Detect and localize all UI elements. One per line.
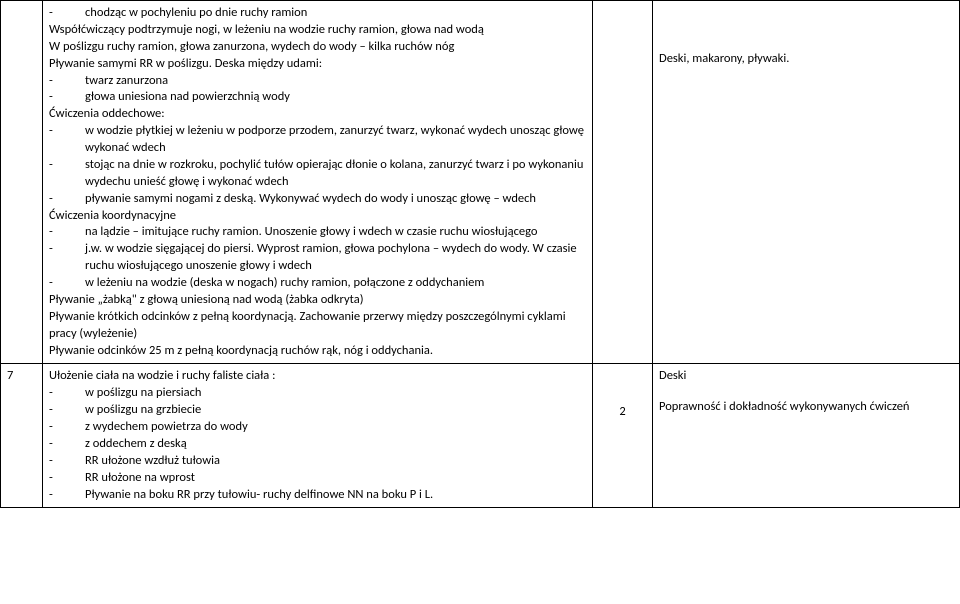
- cell-materials: Deski, makarony, pływaki.: [653, 1, 960, 364]
- list-item: w poślizgu na grzbiecie: [49, 402, 586, 419]
- list-item: w poślizgu na piersiach: [49, 385, 586, 402]
- cell-hours: 2: [593, 364, 653, 508]
- list-item: w wodzie płytkiej w leżeniu w podporze p…: [49, 123, 586, 157]
- list-item: RR ułożone na wprost: [49, 470, 586, 487]
- list-item: z wydechem powietrza do wody: [49, 419, 586, 436]
- document-page: chodząc w pochyleniu po dnie ruchy ramio…: [0, 0, 960, 604]
- paragraph: W poślizgu ruchy ramion, głowa zanurzona…: [49, 39, 586, 56]
- cell-materials: Deski Poprawność i dokładność wykonywany…: [653, 364, 960, 508]
- list-item: z oddechem z deską: [49, 436, 586, 453]
- table-row: chodząc w pochyleniu po dnie ruchy ramio…: [1, 1, 960, 364]
- list-item: chodząc w pochyleniu po dnie ruchy ramio…: [49, 5, 586, 22]
- cell-description: chodząc w pochyleniu po dnie ruchy ramio…: [43, 1, 593, 364]
- paragraph: Pływanie krótkich odcinków z pełną koord…: [49, 309, 586, 343]
- list-item: j.w. w wodzie sięgającej do piersi. Wypr…: [49, 241, 586, 275]
- list-item: RR ułożone wzdłuż tułowia: [49, 453, 586, 470]
- list-item: głowa uniesiona nad powierzchnią wody: [49, 89, 586, 106]
- list-item: pływanie samymi nogami z deską. Wykonywa…: [49, 191, 586, 208]
- paragraph: Ułożenie ciała na wodzie i ruchy faliste…: [49, 368, 586, 385]
- cell-number: 7: [1, 364, 43, 508]
- cell-description: Ułożenie ciała na wodzie i ruchy faliste…: [43, 364, 593, 508]
- paragraph: Pływanie „żabką" z głową uniesioną nad w…: [49, 292, 586, 309]
- list-item: twarz zanurzona: [49, 73, 586, 90]
- list-item: w leżeniu na wodzie (deska w nogach) ruc…: [49, 275, 586, 292]
- materials-text: Deski, makarony, pływaki.: [659, 51, 953, 68]
- curriculum-table: chodząc w pochyleniu po dnie ruchy ramio…: [0, 0, 960, 508]
- list-item: Pływanie na boku RR przy tułowiu- ruchy …: [49, 487, 586, 504]
- paragraph: Współćwiczący podtrzymuje nogi, w leżeni…: [49, 22, 586, 39]
- cell-number: [1, 1, 43, 364]
- cell-hours: [593, 1, 653, 364]
- materials-text: Deski: [659, 368, 953, 385]
- spacer: [659, 385, 953, 399]
- paragraph: Ćwiczenia oddechowe:: [49, 106, 586, 123]
- paragraph: Pływanie samymi RR w poślizgu. Deska mię…: [49, 56, 586, 73]
- table-row: 7 Ułożenie ciała na wodzie i ruchy falis…: [1, 364, 960, 508]
- assessment-text: Poprawność i dokładność wykonywanych ćwi…: [659, 399, 953, 416]
- list-item: stojąc na dnie w rozkroku, pochylić tułó…: [49, 157, 586, 191]
- paragraph: Pływanie odcinków 25 m z pełną koordynac…: [49, 343, 586, 360]
- paragraph: Ćwiczenia koordynacyjne: [49, 208, 586, 225]
- list-item: na lądzie – imitujące ruchy ramion. Unos…: [49, 224, 586, 241]
